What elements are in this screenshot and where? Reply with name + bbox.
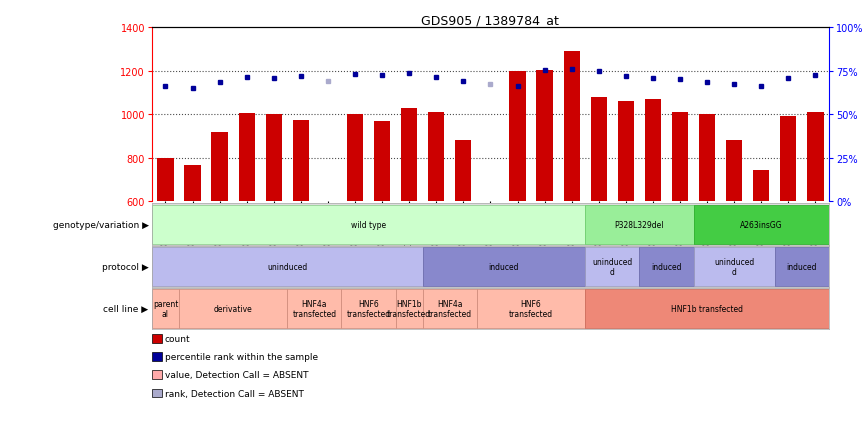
Bar xyxy=(157,158,174,202)
Bar xyxy=(645,100,661,202)
Text: wild type: wild type xyxy=(351,220,386,229)
Text: HNF6
transfected: HNF6 transfected xyxy=(346,299,391,319)
Bar xyxy=(585,247,640,286)
Bar xyxy=(510,72,526,202)
Text: induced: induced xyxy=(651,262,681,271)
Bar xyxy=(585,289,829,328)
Bar xyxy=(396,289,423,328)
Text: HNF1b
transfected: HNF1b transfected xyxy=(387,299,431,319)
Text: HNF6
transfected: HNF6 transfected xyxy=(509,299,553,319)
Bar xyxy=(807,113,824,202)
Text: value, Detection Call = ABSENT: value, Detection Call = ABSENT xyxy=(165,371,308,379)
Bar xyxy=(618,102,634,202)
Bar xyxy=(374,122,391,202)
Text: HNF4a
transfected: HNF4a transfected xyxy=(293,299,337,319)
Text: uninduced
d: uninduced d xyxy=(592,257,633,276)
Bar xyxy=(455,141,471,202)
Bar xyxy=(152,289,179,328)
Bar xyxy=(699,115,715,202)
Bar xyxy=(694,247,775,286)
Text: induced: induced xyxy=(786,262,817,271)
Text: HNF1b transfected: HNF1b transfected xyxy=(671,304,743,313)
Bar xyxy=(212,132,227,202)
Bar xyxy=(152,205,585,244)
Text: induced: induced xyxy=(489,262,519,271)
Bar xyxy=(179,289,287,328)
Title: GDS905 / 1389784_at: GDS905 / 1389784_at xyxy=(422,14,559,27)
Text: cell line ▶: cell line ▶ xyxy=(103,304,148,313)
Bar xyxy=(184,166,201,202)
Bar xyxy=(293,120,309,202)
Text: count: count xyxy=(165,334,191,343)
Bar xyxy=(341,289,396,328)
Bar xyxy=(590,98,607,202)
Bar xyxy=(563,52,580,202)
Bar xyxy=(753,170,769,202)
Bar xyxy=(775,247,829,286)
Text: uninduced
d: uninduced d xyxy=(714,257,754,276)
Bar xyxy=(585,205,694,244)
Bar xyxy=(640,247,694,286)
Bar xyxy=(428,113,444,202)
Bar xyxy=(152,247,423,286)
Bar xyxy=(239,114,255,202)
Text: protocol ▶: protocol ▶ xyxy=(102,262,148,271)
Text: uninduced: uninduced xyxy=(267,262,307,271)
Bar xyxy=(423,247,585,286)
Bar xyxy=(536,70,553,202)
Bar xyxy=(780,117,797,202)
Text: A263insGG: A263insGG xyxy=(740,220,783,229)
Text: genotype/variation ▶: genotype/variation ▶ xyxy=(53,220,148,229)
Text: rank, Detection Call = ABSENT: rank, Detection Call = ABSENT xyxy=(165,389,304,398)
Bar xyxy=(726,141,742,202)
Text: HNF4a
transfected: HNF4a transfected xyxy=(428,299,472,319)
Bar xyxy=(477,289,585,328)
Bar xyxy=(672,113,688,202)
Bar xyxy=(347,115,363,202)
Bar xyxy=(694,205,829,244)
Text: P328L329del: P328L329del xyxy=(615,220,664,229)
Bar xyxy=(266,115,282,202)
Bar xyxy=(423,289,477,328)
Text: parent
al: parent al xyxy=(153,299,178,319)
Bar xyxy=(287,289,341,328)
Text: derivative: derivative xyxy=(214,304,253,313)
Bar xyxy=(401,108,418,202)
Text: percentile rank within the sample: percentile rank within the sample xyxy=(165,352,318,361)
